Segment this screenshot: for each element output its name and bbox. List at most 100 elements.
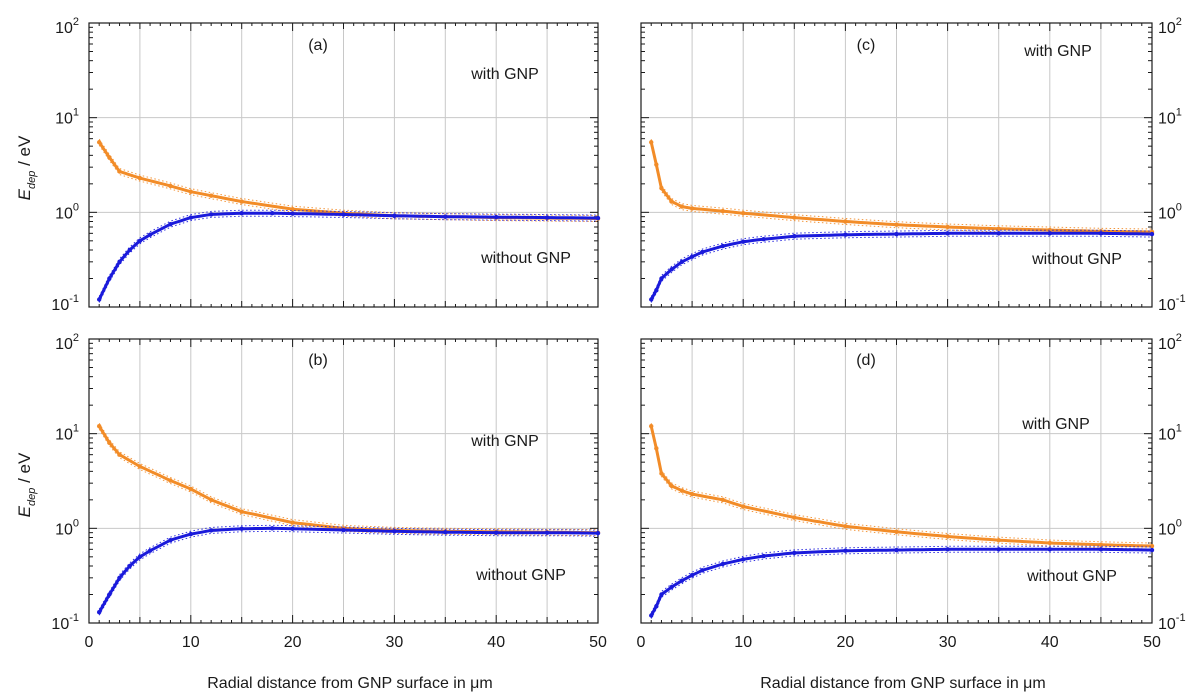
data-point [669,199,674,204]
ylabel-main-bottom: E [15,505,34,517]
data-point [107,592,112,597]
annotation-with-gnp-c: with GNP [1023,43,1092,60]
data-point [945,547,950,552]
y-tick-label: 100 [55,517,79,538]
y-tick-label: 100 [1158,517,1182,538]
data-point [147,232,153,237]
data-point [945,534,950,539]
data-point [188,486,193,492]
y-tick-exponent: 2 [73,16,79,28]
series-line [649,425,1153,548]
series-line [649,141,1153,234]
y-tick-label: 101 [1158,107,1182,128]
data-point [679,259,685,265]
data-point [720,497,725,503]
data-point [96,140,102,145]
y-tick-base: 10 [55,111,73,128]
series-with-gnp-a [96,138,601,222]
data-point [188,189,193,194]
data-point [945,231,950,236]
annotation-with-gnp-b: with GNP [470,433,539,450]
data-point [290,211,295,216]
data-point [208,497,214,503]
series-envelope [650,545,1152,613]
svg-text:Edep / eV: Edep / eV [15,452,38,517]
series-without-gnp-c [649,229,1155,303]
data-point [239,526,244,531]
y-tick-label: 101 [55,107,79,128]
panel-label-b: (b) [308,352,328,369]
data-point [894,547,899,553]
y-tick-label: 100 [1158,201,1182,222]
annotation-without-gnp-c: without GNP [1031,251,1122,268]
data-point [700,249,705,255]
data-point [117,575,122,581]
y-tick-base: 10 [1158,521,1176,538]
data-point [341,212,346,217]
data-point [843,219,848,224]
series-line [97,211,599,301]
ticks-a [88,22,599,308]
ylabel-sub-top: dep [26,171,38,189]
y-tick-label: 102 [55,16,79,37]
data-point [649,423,654,429]
data-point [659,276,664,281]
series-envelope [98,144,598,222]
series-line [649,547,1152,617]
data-point [654,446,659,451]
data-point [1098,231,1104,236]
data-point [669,483,674,489]
series-envelope [650,139,1153,230]
data-point [1047,540,1053,546]
series-envelope [98,530,598,616]
series-envelope [650,423,1153,544]
data-point [96,423,102,429]
y-tick-label: 102 [1158,332,1182,353]
data-point [137,464,143,469]
y-tick-exponent: -1 [69,612,79,624]
y-tick-label: 100 [55,201,79,222]
y-tick-exponent: 2 [1176,332,1182,344]
data-point [1047,231,1053,236]
data-point [689,572,695,578]
data-point [679,488,685,493]
series-line [649,231,1152,301]
x-tick-label: 30 [939,634,957,651]
data-point [117,169,122,174]
data-point [168,221,173,227]
data-point [679,204,685,209]
data-point [654,162,659,167]
data-point [137,175,143,181]
data-point [894,222,899,227]
data-point [392,529,397,534]
data-point [1047,547,1053,552]
y-tick-base: 10 [55,521,73,538]
data-point [188,531,193,537]
y-tick-exponent: 1 [1176,107,1182,119]
series-line [97,526,598,613]
y-axis-label-top: Edep / eV [15,135,38,200]
data-point [147,548,153,553]
data-point [1149,547,1155,553]
x-axis-label-left: Radial distance from GNP surface in μm [207,675,492,692]
x-tick-label: 40 [487,634,505,651]
data-point [894,231,899,237]
series-envelope [650,235,1152,303]
x-tick-label: 30 [386,634,404,651]
series-envelope [98,422,599,531]
data-point [996,547,1001,552]
data-point [107,276,112,281]
data-point [107,155,112,160]
data-point [117,259,122,265]
data-point [689,206,695,211]
series-envelope [98,209,599,297]
data-point [761,553,766,559]
y-tick-label: 10-1 [51,612,79,633]
data-point [649,140,654,145]
x-tick-label: 0 [85,634,94,651]
svg-text:Edep / eV: Edep / eV [15,135,38,200]
data-point [659,185,664,191]
y-tick-label: 101 [1158,423,1182,444]
